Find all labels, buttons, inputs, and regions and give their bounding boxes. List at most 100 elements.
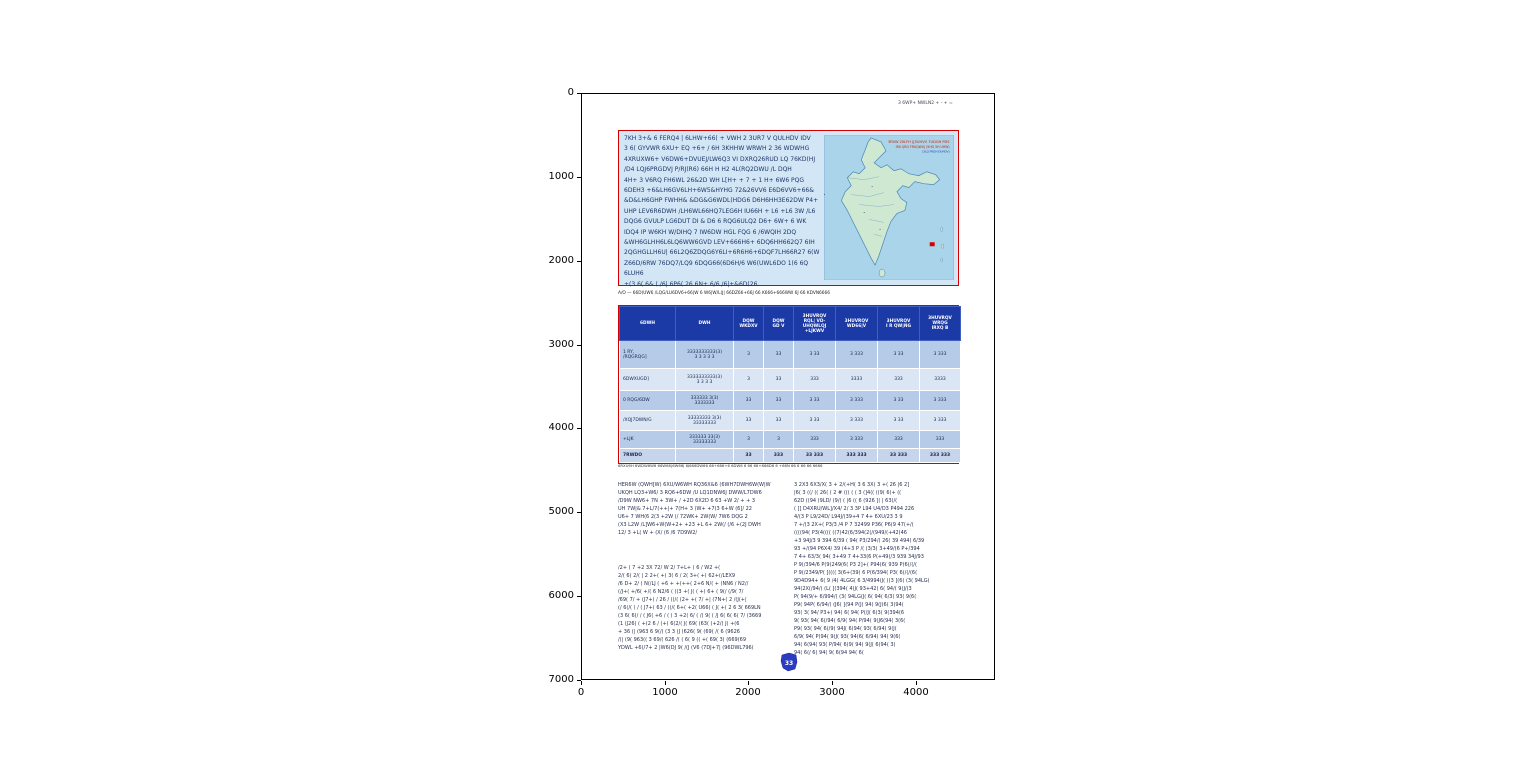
table-cell: 333 333 [835,448,878,463]
sri-lanka-island [878,268,886,278]
map-title-line3: (3LQ FRGH DUHDV) [922,149,949,153]
y-tick-label: 3000 [548,339,574,350]
table-cell: 3333 [919,368,961,391]
table-cell: /XQJ7DWN/G [619,410,676,431]
table-row: 1 RY, /RQGRQG] 3333333333(3) 3 3 3 3 3 3… [619,340,961,369]
y-tick-label: 1000 [548,171,574,182]
island [940,226,943,232]
table-header-cell: 3HUVRQV RQL| VD- UHQWLQJ +LJKWV [793,306,836,341]
table-row: +LJK 333333 33(3) 33333333 3 3 333 3 333… [619,430,961,449]
table-header-cell: DWH [675,306,734,341]
table-cell: 3 [733,340,764,369]
y-tick-label: 6000 [548,590,574,601]
body-right-column: 3 2X3 6X3/X( 3 + 2/(+H( 3 6 3X( 3 +( 26 … [794,482,930,656]
table-cell: 3 333 [919,340,961,369]
table-cell: 33 [763,410,794,431]
y-tick-mark [577,680,581,681]
table-cell: 3 [733,368,764,391]
y-tick-mark [577,512,581,513]
intro-box: 7KH 3+& 6 FERQ4 | 6LHW+66( + VWH 2 3UR7 … [618,130,959,288]
table-cell: 333 [919,430,961,449]
y-tick-label: 5000 [548,506,574,517]
table-header-cell: 3HUVRQV WD66|V [835,306,878,341]
table-row: 6DWXUGD] 3333333333(3) 3 3 3 3 3 33 333 … [619,368,961,391]
table-cell: 7RWDO [619,448,676,463]
y-tick-mark [577,428,581,429]
table-cell: 0 RQG/6DW [619,390,676,411]
table-header-cell: DQW WKDXV [733,306,764,341]
y-tick-label: 7000 [548,674,574,685]
table-cell: 3 333 [835,430,878,449]
y-tick-mark [577,177,581,178]
table-footnote: 6RXU6H 6WDW6W6 66W66|6W66J 6J666DW66 66+… [618,463,823,468]
table-header-cell: 3HUVRQV WRQG IRXQ B [919,306,961,341]
map-red-marker [929,242,935,247]
y-tick-mark [577,93,581,94]
table-cell: 3 333 [919,410,961,431]
x-tick-label: 0 [577,687,585,698]
table-header-cell: 3HUVRQV I R QW|NG [877,306,920,341]
india-map-image: 3RVW 2IILFH ([SUHVV 7UDGH PDS IRU I(RG F… [823,134,954,281]
table-cell: 333 [763,448,794,463]
india-map: 3RVW 2IILFH ([SUHVV 7UDGH PDS IRU I(RG F… [823,134,954,281]
bottom-stamp: 33 [780,652,798,672]
table-cell: 3 33 [793,390,836,411]
table-cell: 33 [733,390,764,411]
india-landmass [840,137,941,266]
table-cell: 3 33 [877,410,920,431]
table-cell: 33 [733,410,764,431]
x-tick-label: 4000 [903,687,929,698]
table-cell: 333333 33(3) 33333333 [675,430,734,449]
table-cell: 3 333 [835,390,878,411]
table-cell: 3 33 [877,340,920,369]
y-tick-label: 4000 [548,422,574,433]
x-tick-mark [748,681,749,685]
x-tick-label: 3000 [819,687,845,698]
table-cell: 33 333 [793,448,836,463]
x-tick-mark [581,681,582,685]
table-cell: 333 [877,368,920,391]
table-cell: 333 [793,368,836,391]
table-cell [675,448,734,463]
table-cell: 3 33 [793,340,836,369]
table-cell: 33 [763,390,794,411]
island [941,243,944,249]
x-tick-label: 2000 [735,687,761,698]
table-cell: 33 333 [877,448,920,463]
table-cell: 33 [763,340,794,369]
y-tick-label: 2000 [548,255,574,266]
stamp-label: 33 [785,660,793,667]
body-left-paragraph-1: HER6W (QWH[W) 6XU/W6WH RQ36X&6 (6WH7DWH6… [618,482,771,536]
table-cell: 1 RY, /RQGRQG] [619,340,676,369]
table-cell: 33 [733,448,764,463]
table-cell: 33 [763,368,794,391]
y-tick-mark [577,596,581,597]
map-title-line2: IRU I(RG FRXQWU| (5HG 5H UHW) [896,145,950,149]
table-cell: +LJK [619,430,676,449]
table-cell: 3 33 [793,410,836,431]
page-header-note: 3 6WP+ NWLN2 + - + = [898,101,953,106]
data-table: 6DWH DWH DQW WKDXV DQW GD V 3HUVRQV RQL|… [618,305,961,464]
table-row: /XQJ7DWN/G 33333333 3(3) 33333333 33 33 … [619,410,961,431]
x-tick-mark [665,681,666,685]
table-cell: 3 33 [877,390,920,411]
box-caption: A/O — 66D(UW6 /LQG/LU6DV6+66|W 6 W6|W/L(… [618,291,830,296]
table-cell: 3 333 [919,390,961,411]
stamp-icon: 33 [780,652,798,672]
table-cell: 333 333 [919,448,961,463]
x-tick-label: 1000 [652,687,678,698]
table-cell: 3 333 [835,410,878,431]
table-cell: 3 [763,430,794,449]
table-cell: 333 [877,430,920,449]
table-cell: 333 [793,430,836,449]
table-cell: 3 333 [835,340,878,369]
intro-paragraph: 7KH 3+& 6 FERQ4 | 6LHW+66( + VWH 2 3UR7 … [624,135,820,288]
table-cell: 333333 3(3) 3333333 [675,390,734,411]
table-header-cell: 6DWH [619,306,676,341]
body-left-paragraph-2: /2+ ( 7 +2 3X 72/ W 2/ 7+L+ ( 6 / W2 +( … [618,565,762,651]
table-total-row: 7RWDO 33 333 33 333 333 333 33 333 333 3… [619,448,961,463]
x-tick-mark [916,681,917,685]
table-cell: 3333333333(3) 3 3 3 3 3 [675,340,734,369]
table-header-cell: DQW GD V [763,306,794,341]
